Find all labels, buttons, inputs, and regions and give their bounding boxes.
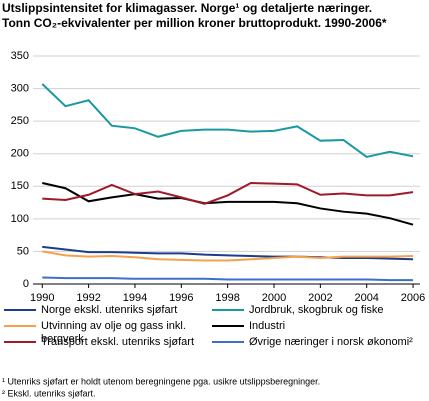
y-tick-label: 300: [11, 82, 29, 94]
legend-label: Industri: [249, 320, 285, 332]
y-tick-label: 150: [11, 180, 29, 192]
x-tick-label: 2002: [308, 292, 332, 304]
footnote: ² Ekskl. utenriks sjøfart.: [2, 388, 96, 398]
x-tick-label: 1998: [215, 292, 239, 304]
y-tick-label: 0: [23, 278, 29, 290]
legend-label: Transport ekskl. utenriks sjøfart: [41, 336, 194, 348]
legend-label: Utvinning av olje og gass inkl. bergverk: [41, 320, 186, 345]
y-tick-label: 350: [11, 50, 29, 62]
series-line: [42, 182, 414, 205]
legend-label: Norge ekskl. utenriks sjøfart: [41, 304, 177, 316]
series-line: [42, 276, 414, 282]
y-tick-label: 100: [11, 213, 29, 225]
x-tick-label: 1994: [123, 292, 147, 304]
y-tick-label: 250: [11, 115, 29, 127]
footnote: ¹ Utenriks sjøfart er holdt utenom bereg…: [2, 376, 320, 386]
series-line: [41, 83, 414, 159]
legend-label: Jordbruk, skogbruk og fiske: [249, 304, 384, 316]
legend-label: Øvrige næringer i norsk økonomi²: [249, 336, 413, 348]
x-tick-label: 1990: [30, 292, 54, 304]
chart-subtitle: Tonn CO₂-ekvivalenter per million kroner…: [2, 16, 387, 30]
y-tick-label: 50: [17, 245, 29, 257]
series-line: [42, 182, 414, 226]
x-tick-label: 2004: [354, 292, 378, 304]
chart-title: Utslippsintensitet for klimagasser. Norg…: [2, 1, 372, 15]
x-tick-label: 2000: [262, 292, 286, 304]
series-line: [42, 245, 414, 261]
x-tick-label: 1996: [169, 292, 193, 304]
x-tick-label: 2006: [401, 292, 425, 304]
y-tick-label: 200: [11, 148, 29, 160]
x-tick-label: 1992: [76, 292, 100, 304]
series-line: [42, 250, 414, 262]
